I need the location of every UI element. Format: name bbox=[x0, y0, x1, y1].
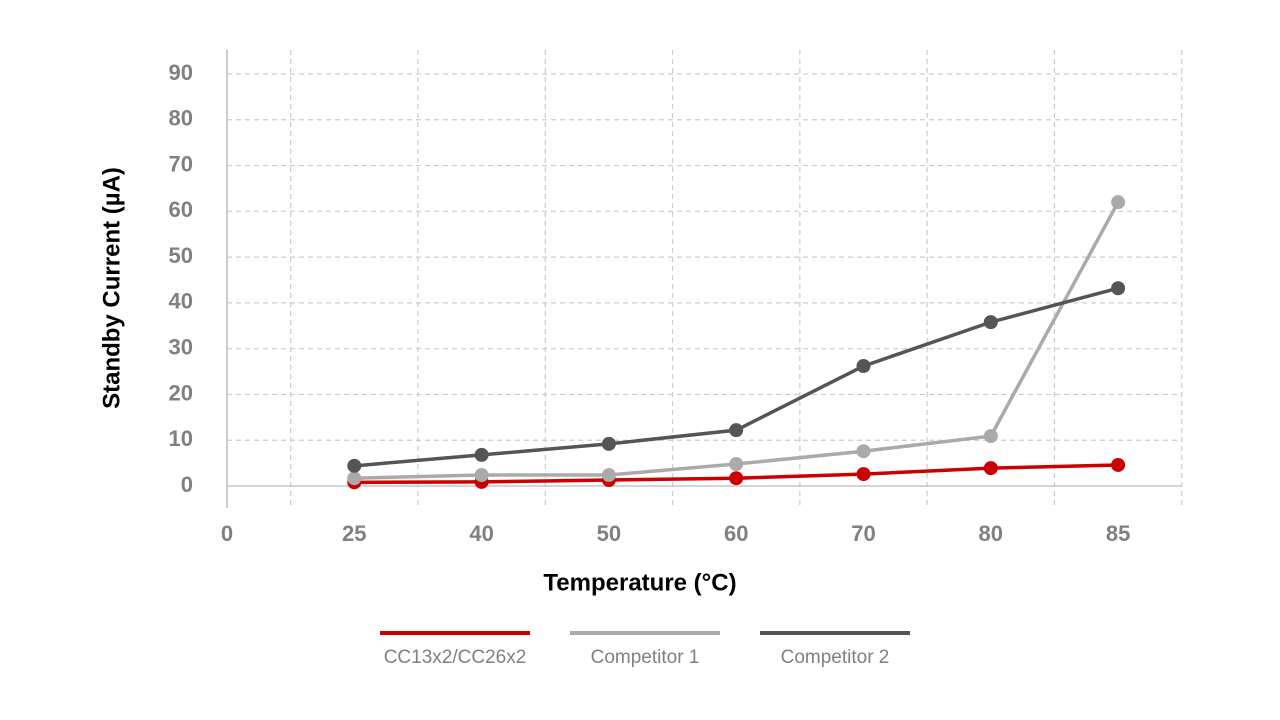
series-line bbox=[354, 286, 1119, 468]
data-point bbox=[601, 468, 616, 483]
legend-label: CC13x2/CC26x2 bbox=[384, 647, 527, 668]
data-point bbox=[729, 457, 744, 472]
data-point bbox=[601, 436, 616, 451]
data-point bbox=[1111, 281, 1126, 296]
y-tick-label: 40 bbox=[169, 289, 193, 314]
y-tick-label: 10 bbox=[169, 426, 193, 451]
x-tick-label: 0 bbox=[221, 521, 233, 546]
data-point bbox=[474, 468, 489, 483]
data-point bbox=[347, 471, 362, 486]
data-point bbox=[856, 444, 871, 459]
data-point bbox=[983, 429, 998, 444]
x-tick-label: 80 bbox=[979, 521, 1003, 546]
x-tick-label: 50 bbox=[597, 521, 621, 546]
y-tick-label: 0 bbox=[181, 472, 193, 497]
data-point bbox=[729, 423, 744, 438]
data-point bbox=[983, 315, 998, 330]
data-point bbox=[474, 447, 489, 462]
data-point bbox=[347, 458, 362, 473]
legend-label: Competitor 2 bbox=[781, 647, 890, 668]
y-tick-label: 30 bbox=[169, 334, 193, 359]
x-tick-label: 40 bbox=[469, 521, 493, 546]
data-point bbox=[1111, 195, 1126, 210]
x-tick-label: 85 bbox=[1106, 521, 1130, 546]
data-point bbox=[856, 467, 871, 482]
y-tick-label: 50 bbox=[169, 243, 193, 268]
data-point bbox=[1111, 457, 1126, 472]
data-point bbox=[983, 461, 998, 476]
x-axis-title: Temperature (°C) bbox=[543, 569, 736, 596]
x-tick-label: 60 bbox=[724, 521, 748, 546]
legend-label: Competitor 1 bbox=[591, 647, 700, 668]
y-tick-label: 90 bbox=[169, 60, 193, 85]
y-tick-label: 80 bbox=[169, 106, 193, 131]
x-tick-label: 70 bbox=[851, 521, 875, 546]
y-tick-label: 20 bbox=[169, 380, 193, 405]
data-point bbox=[856, 359, 871, 374]
y-axis-title: Standby Current (µA) bbox=[98, 167, 125, 409]
y-tick-label: 70 bbox=[169, 151, 193, 176]
y-tick-label: 60 bbox=[169, 197, 193, 222]
data-point bbox=[729, 471, 744, 486]
x-tick-label: 25 bbox=[342, 521, 366, 546]
